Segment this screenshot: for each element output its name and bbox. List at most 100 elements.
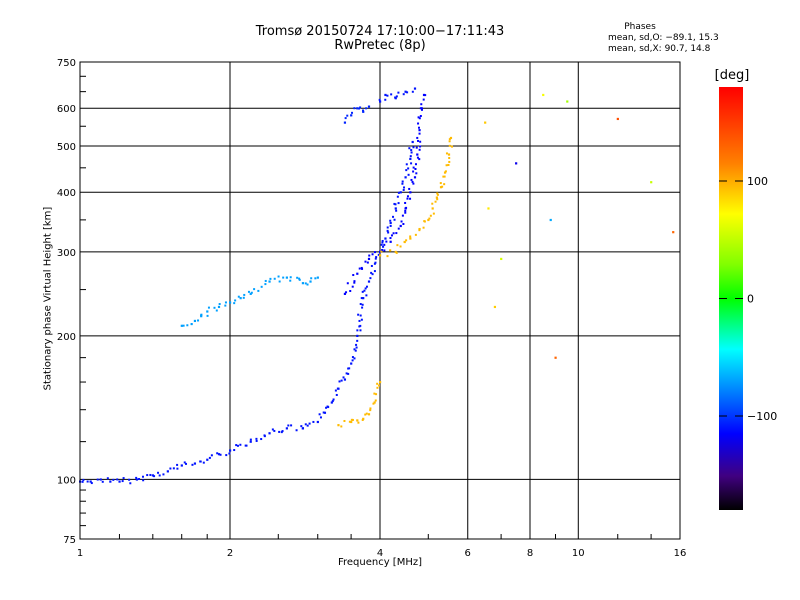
data-point [484, 121, 487, 124]
data-point [356, 272, 359, 275]
data-point [350, 114, 353, 117]
series-f2-o-mode-blue [343, 93, 427, 295]
data-point [394, 203, 397, 206]
data-point [158, 474, 161, 477]
data-point [397, 202, 400, 205]
series-upper-spread-blue [378, 87, 417, 103]
data-point [383, 243, 386, 246]
data-point [295, 429, 298, 432]
data-point [149, 473, 152, 476]
data-point [216, 452, 219, 455]
data-point [381, 239, 384, 242]
data-point [374, 399, 377, 402]
data-point [264, 279, 267, 282]
data-point [206, 314, 209, 317]
data-point [359, 329, 362, 332]
data-point [359, 303, 362, 306]
series-es-scattered-light-blue [180, 275, 319, 327]
data-point [373, 262, 376, 265]
data-point [422, 93, 426, 97]
data-point [410, 178, 413, 181]
data-point [86, 480, 89, 483]
data-point [373, 392, 376, 395]
x-tick-label: 16 [674, 548, 687, 559]
data-point [217, 305, 221, 309]
data-point [135, 478, 138, 481]
data-point [351, 359, 354, 362]
data-point [257, 289, 260, 292]
data-point [417, 116, 420, 119]
data-point [442, 175, 445, 178]
data-point [404, 209, 407, 212]
colorbar-tick-label: −100 [747, 410, 777, 423]
data-point [393, 218, 396, 221]
data-point [395, 232, 398, 235]
data-point [375, 393, 378, 396]
data-point [396, 195, 399, 198]
data-point [142, 479, 145, 482]
data-point [367, 105, 371, 108]
data-point [129, 482, 132, 485]
data-point [141, 475, 144, 478]
data-point [373, 401, 376, 404]
data-point [412, 146, 415, 149]
data-point [411, 180, 414, 183]
data-point [215, 309, 218, 312]
data-point [372, 402, 375, 405]
data-point [380, 243, 383, 246]
data-point [414, 167, 417, 170]
phases-o-stats: mean, sd,O: −89.1, 15.3 [608, 33, 719, 43]
data-point [236, 444, 239, 447]
x-axis-label: Frequency [MHz] [337, 557, 423, 568]
data-point [255, 437, 258, 440]
data-point [197, 319, 200, 322]
data-point [379, 100, 382, 103]
data-point [358, 267, 361, 270]
data-point [323, 411, 327, 414]
series-f1-o-mode-blue [301, 140, 415, 430]
data-point [365, 285, 368, 288]
data-point [385, 240, 388, 243]
data-point [128, 478, 131, 481]
data-point [336, 387, 339, 390]
data-point [409, 237, 412, 240]
data-point [386, 229, 389, 232]
data-point [412, 182, 415, 185]
data-point [354, 349, 357, 352]
data-point [381, 248, 384, 251]
colorbar-tick-label: 100 [747, 175, 768, 188]
data-point [224, 304, 227, 307]
data-point [410, 149, 413, 152]
data-point [418, 132, 421, 135]
data-point [350, 420, 353, 424]
data-point [314, 277, 317, 280]
data-point [374, 261, 377, 264]
data-point [362, 297, 365, 300]
data-point [409, 191, 412, 194]
data-point [217, 453, 221, 456]
series-noise [484, 93, 675, 359]
data-point [403, 186, 406, 189]
data-point [395, 209, 398, 212]
data-point [406, 91, 409, 94]
data-point [371, 273, 374, 276]
data-point [414, 233, 417, 236]
data-point [445, 152, 448, 155]
data-point [191, 463, 194, 466]
data-point [353, 280, 356, 283]
data-point [365, 294, 368, 297]
data-point [362, 417, 365, 420]
data-point [353, 281, 356, 284]
data-point [349, 289, 352, 292]
data-point [542, 93, 545, 97]
data-point [447, 153, 451, 156]
data-point [422, 98, 425, 101]
data-point [402, 188, 405, 191]
data-point [435, 196, 438, 199]
data-point [420, 108, 423, 111]
data-point [193, 319, 197, 323]
data-point [411, 90, 414, 93]
data-point [356, 329, 359, 332]
data-point [359, 324, 362, 327]
